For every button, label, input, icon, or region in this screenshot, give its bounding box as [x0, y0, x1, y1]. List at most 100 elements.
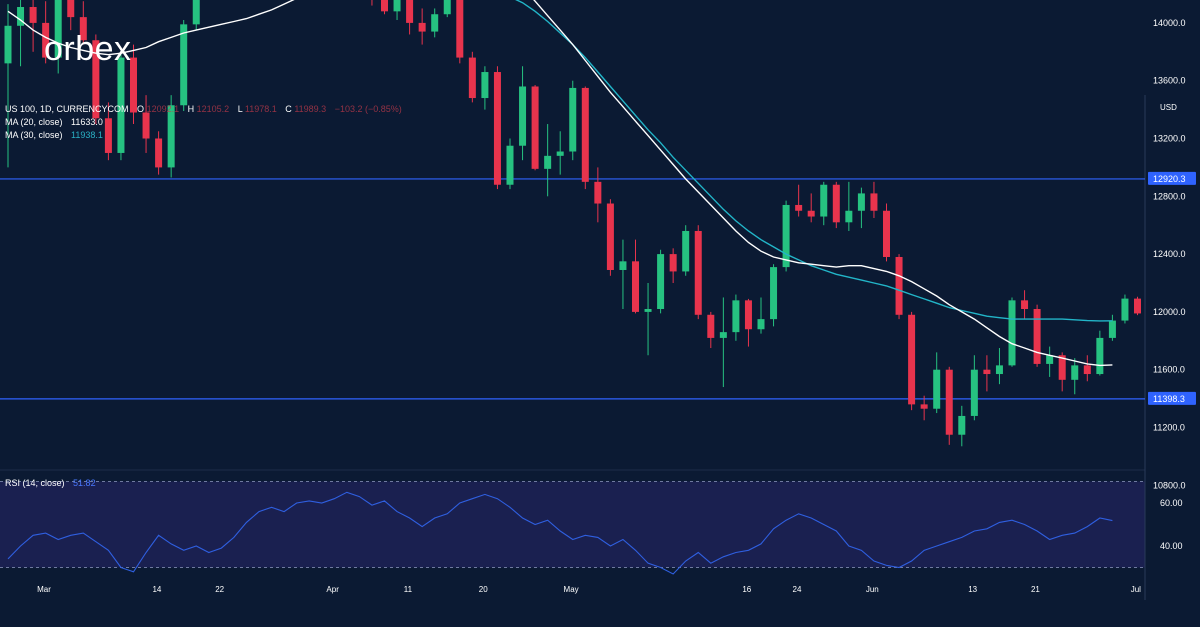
- candle-body: [732, 300, 740, 333]
- ma20-label: MA (20, close): [5, 117, 63, 127]
- candle-body: [933, 369, 941, 409]
- open-label: O: [137, 104, 145, 114]
- candle-body: [1008, 300, 1016, 366]
- time-axis-label: 16: [742, 585, 751, 594]
- price-axis-currency: USD: [1160, 103, 1177, 112]
- close-label: C: [285, 104, 292, 114]
- candle-body: [92, 40, 100, 119]
- candle-body: [531, 86, 539, 169]
- price-tick-label: 13600.0: [1153, 76, 1186, 86]
- price-tick-label: 10800.0: [1153, 480, 1186, 490]
- candle-body: [845, 210, 853, 223]
- time-axis-label: 22: [215, 585, 224, 594]
- candle-body: [418, 22, 426, 32]
- high-label: H: [187, 104, 195, 114]
- rsi-tick-label: 60.00: [1160, 498, 1183, 508]
- level-tag-label: 11398.3: [1153, 394, 1185, 404]
- ma30-label: MA (30, close): [5, 130, 63, 140]
- ma20-legend: MA (20, close) 11633.0: [5, 117, 103, 127]
- candle-body: [1046, 355, 1054, 364]
- candle-body: [807, 210, 815, 217]
- low-value: 11978.1: [244, 104, 277, 114]
- price-legend: US 100, 1D, CURRENCYCOM O 12092.1 H 1210…: [5, 104, 402, 114]
- candle-body: [920, 404, 928, 409]
- candle-body: [54, 0, 62, 58]
- candle-body: [155, 138, 163, 168]
- close-value: 11989.3: [294, 104, 327, 114]
- candle-body: [519, 86, 527, 146]
- candle-body: [832, 184, 840, 223]
- candle-body: [29, 7, 37, 23]
- time-axis-label: 14: [152, 585, 161, 594]
- candle-body: [117, 57, 125, 153]
- candle-body: [1033, 309, 1041, 364]
- candle-body: [883, 210, 890, 257]
- candle-body: [632, 261, 639, 312]
- candle-body: [757, 319, 765, 330]
- candle-body: [381, 0, 388, 12]
- candle-body: [167, 105, 175, 168]
- candle-body: [67, 0, 75, 18]
- change-value: −103.2 (−0.85%): [334, 104, 402, 114]
- candle-body: [744, 300, 752, 330]
- price-tick-label: 11600.0: [1153, 365, 1185, 375]
- candle-body: [870, 193, 878, 211]
- candle-body: [443, 0, 451, 15]
- time-axis-label: Apr: [326, 585, 339, 594]
- time-axis-label: Jul: [1131, 585, 1141, 594]
- time-axis-label: 13: [968, 585, 977, 594]
- candle-body: [544, 155, 552, 169]
- candle-body: [506, 145, 514, 185]
- price-tick-label: 14000.0: [1153, 18, 1186, 28]
- high-value: 12105.2: [196, 104, 230, 114]
- candle-body: [694, 230, 702, 315]
- symbol-label: US 100, 1D, CURRENCYCOM: [5, 104, 129, 114]
- candle-body: [556, 151, 564, 156]
- candle-body: [142, 112, 150, 139]
- candle-body: [104, 118, 112, 153]
- candle-body: [17, 7, 25, 26]
- candle-body: [606, 203, 614, 270]
- ma20-line: [7, 0, 1113, 367]
- candle-body: [493, 72, 501, 185]
- candle-body: [970, 369, 978, 416]
- candle-body: [79, 17, 87, 41]
- candle-body: [958, 415, 966, 435]
- candle-body: [1071, 365, 1079, 380]
- level-tag: [1148, 171, 1196, 185]
- time-axis-label: Mar: [37, 585, 51, 594]
- candle-body: [795, 204, 803, 211]
- low-label: L: [237, 104, 243, 114]
- candle-body: [782, 204, 790, 268]
- time-axis-label: Jun: [866, 585, 879, 594]
- candle-body: [1121, 298, 1129, 321]
- rsi-line: [7, 491, 1113, 575]
- candle-body: [1108, 320, 1116, 338]
- ma20-value: 11633.0: [71, 117, 103, 127]
- candle-body: [42, 22, 50, 58]
- time-axis-label: 11: [404, 585, 413, 594]
- ma30-legend: MA (30, close) 11938.1: [5, 130, 103, 140]
- brand-wordmark: orbex: [44, 30, 132, 68]
- orbex-logo: orbex: [44, 30, 132, 69]
- rsi-tick-label: 40.00: [1160, 541, 1183, 551]
- rsi-legend: RSI (14, close) 51.82: [5, 478, 96, 488]
- price-tick-label: 12400.0: [1153, 249, 1186, 259]
- candle-body: [192, 0, 200, 25]
- candle-body: [1021, 300, 1029, 310]
- candle-body: [569, 87, 577, 152]
- candle-body: [945, 369, 953, 435]
- candle-body: [983, 369, 991, 375]
- candle-body: [1083, 365, 1091, 375]
- level-tag-label: 12920.3: [1153, 174, 1186, 184]
- candle-body: [895, 256, 903, 315]
- candle-body: [770, 267, 778, 320]
- ma30-value: 11938.1: [71, 130, 103, 140]
- candle-body: [682, 230, 690, 272]
- candle-body: [995, 365, 1003, 375]
- candle-body: [468, 57, 476, 99]
- level-tag: [1148, 391, 1196, 405]
- price-tick-label: 11200.0: [1153, 423, 1185, 433]
- candle-body: [1096, 337, 1104, 375]
